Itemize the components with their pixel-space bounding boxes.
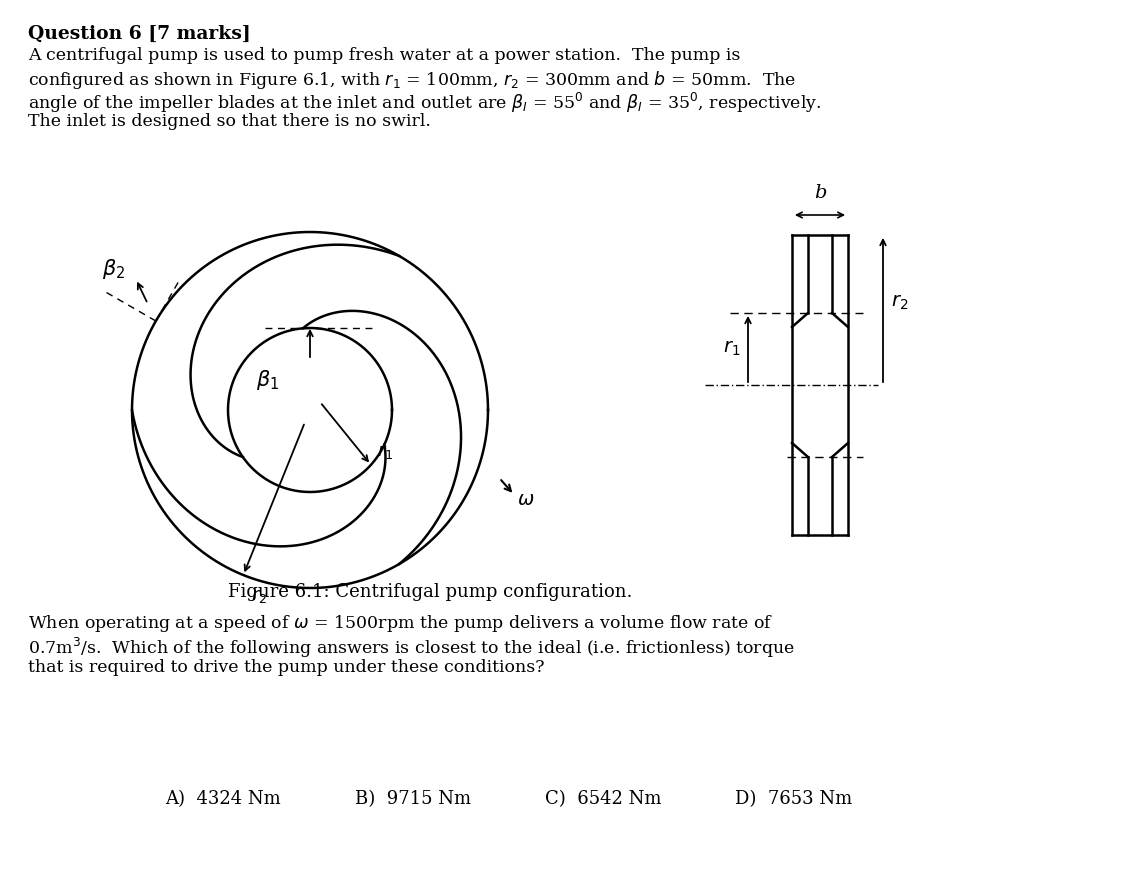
Text: $\beta_2$: $\beta_2$ <box>102 257 126 281</box>
Text: $r_2$: $r_2$ <box>891 293 908 312</box>
Text: A centrifugal pump is used to pump fresh water at a power station.  The pump is: A centrifugal pump is used to pump fresh… <box>28 47 741 64</box>
Text: angle of the impeller blades at the inlet and outlet are $\beta_I$ = 55$^0$ and : angle of the impeller blades at the inle… <box>28 91 821 115</box>
Text: b: b <box>813 184 827 202</box>
Text: When operating at a speed of $\omega$ = 1500rpm the pump delivers a volume flow : When operating at a speed of $\omega$ = … <box>28 613 774 634</box>
Text: Question 6 [7 marks]: Question 6 [7 marks] <box>28 25 251 43</box>
Text: $r_2$: $r_2$ <box>251 587 267 605</box>
Text: D)  7653 Nm: D) 7653 Nm <box>735 790 853 808</box>
Text: The inlet is designed so that there is no swirl.: The inlet is designed so that there is n… <box>28 113 431 130</box>
Text: $\beta_1$: $\beta_1$ <box>257 368 279 392</box>
Text: $r_1$: $r_1$ <box>377 443 394 461</box>
Text: 0.7m$^3$/s.  Which of the following answers is closest to the ideal (i.e. fricti: 0.7m$^3$/s. Which of the following answe… <box>28 636 795 660</box>
Text: configured as shown in Figure 6.1, with $r_1$ = 100mm, $r_2$ = 300mm and $b$ = 5: configured as shown in Figure 6.1, with … <box>28 69 796 91</box>
Text: C)  6542 Nm: C) 6542 Nm <box>545 790 662 808</box>
Text: $\omega$: $\omega$ <box>517 491 535 509</box>
Text: $r_1$: $r_1$ <box>723 340 740 359</box>
Text: A)  4324 Nm: A) 4324 Nm <box>165 790 280 808</box>
Text: that is required to drive the pump under these conditions?: that is required to drive the pump under… <box>28 659 544 676</box>
Text: Figure 6.1: Centrifugal pump configuration.: Figure 6.1: Centrifugal pump configurati… <box>227 583 632 601</box>
Text: B)  9715 Nm: B) 9715 Nm <box>355 790 472 808</box>
